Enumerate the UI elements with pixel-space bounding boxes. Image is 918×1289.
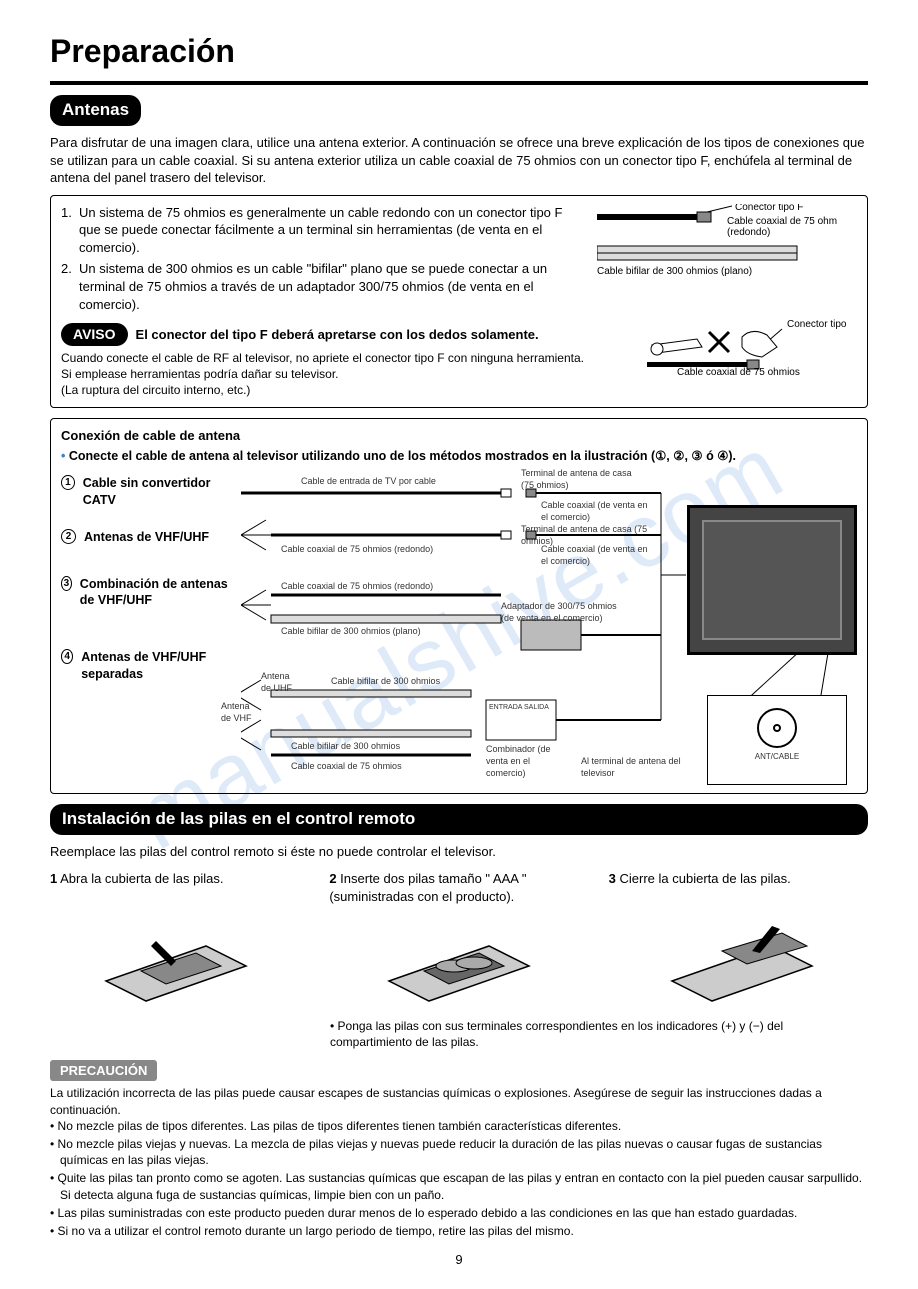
precaucion-b2: No mezcle pilas viejas y nuevas. La mezc… — [50, 1136, 868, 1168]
lbl-ant-vhf: Antenade VHF — [221, 700, 252, 724]
item2-text: Un sistema de 300 ohmios es un cable "bi… — [79, 260, 577, 313]
step3-num: 3 — [609, 871, 616, 886]
method1-num: 1 — [61, 475, 75, 490]
precaucion-label: PRECAUCIÓN — [50, 1060, 157, 1082]
precaucion-intro: La utilización incorrecta de las pilas p… — [50, 1085, 868, 1117]
antenas-box: 1. Un sistema de 75 ohmios es generalmen… — [50, 195, 868, 408]
lbl-combinador: Combinador (de venta en el comercio) — [486, 743, 566, 779]
aviso-label: AVISO — [61, 323, 128, 346]
note-text: Ponga las pilas con sus terminales corre… — [330, 1019, 783, 1049]
conexion-box: Conexión de cable de antena • Conecte el… — [50, 418, 868, 794]
step2-text: Inserte dos pilas tamaño " AAA " (sumini… — [329, 871, 526, 904]
conexion-title: Conexión de cable de antena — [61, 427, 857, 445]
lbl-coax-com2: Cable coaxial (de venta en el comercio) — [541, 543, 651, 567]
cable-diagram-icon: Conector tipo F Cable coaxial de 75 ohmi… — [597, 204, 837, 294]
lbl-bifilar-3: Cable bifilar de 300 ohmios — [291, 740, 400, 752]
section-heading-antenas: Antenas — [50, 95, 141, 126]
lbl-coax75-1: Cable coaxial de 75 ohmios (redondo) — [281, 543, 433, 555]
aviso-body1: Cuando conecte el cable de RF al televis… — [61, 350, 627, 366]
lbl-coax-com1: Cable coaxial (de venta en el comercio) — [541, 499, 651, 523]
lbl-coax75-3: Cable coaxial de 75 ohmios — [291, 760, 402, 772]
remote-step1-icon — [86, 921, 266, 1011]
step2-num: 2 — [329, 871, 336, 886]
note-bullet: • — [330, 1019, 338, 1033]
lbl-antcable: ANT/CABLE — [708, 752, 846, 763]
tv-illustration — [687, 505, 857, 655]
lbl-ant-uhf: Antenade UHF — [261, 670, 292, 694]
antenna-port-detail: ANT/CABLE — [707, 695, 847, 785]
precaucion-b1: No mezcle pilas de tipos diferentes. Las… — [50, 1118, 868, 1134]
precaucion-b5: Si no va a utilizar el control remoto du… — [50, 1223, 868, 1239]
section-heading-pilas: Instalación de las pilas en el control r… — [50, 804, 868, 835]
cable-illustrations: Conector tipo F Cable coaxial de 75 ohmi… — [597, 204, 857, 317]
lbl-entrada-salida: ENTRADA SALIDA — [489, 703, 549, 712]
title-rule — [50, 81, 868, 85]
aviso-body3: (La ruptura del circuito interno, etc.) — [61, 382, 627, 398]
precaucion-b4: Las pilas suministradas con este product… — [50, 1205, 868, 1221]
svg-text:Cable coaxial de 75 ohmios: Cable coaxial de 75 ohmios — [727, 216, 837, 227]
method3-num: 3 — [61, 576, 72, 591]
aviso-bold: El conector del tipo F deberá apretarse … — [136, 326, 539, 344]
lbl-bifilar-1: Cable bifilar de 300 ohmios (plano) — [281, 625, 421, 637]
remote-step3-icon — [652, 921, 832, 1011]
wrench-icon: Conector tipo F Cable coaxial de 75 ohmi… — [647, 317, 847, 377]
item2-num: 2. — [61, 260, 79, 313]
lbl-bifilar-2: Cable bifilar de 300 ohmios — [331, 675, 440, 687]
pilas-intro: Reemplace las pilas del control remoto s… — [50, 843, 868, 861]
method3-label: Combinación de antenas de VHF/UHF — [80, 576, 231, 610]
precaucion-b3: Quite las pilas tan pronto como se agote… — [50, 1170, 868, 1202]
step1-text: Abra la cubierta de las pilas. — [57, 871, 223, 886]
svg-text:(redondo): (redondo) — [727, 227, 770, 238]
item1-text: Un sistema de 75 ohmios es generalmente … — [79, 204, 577, 257]
svg-text:Conector tipo F: Conector tipo F — [787, 319, 847, 330]
page-number: 9 — [50, 1251, 868, 1269]
connection-diagram: Cable de entrada de TV por cable Termina… — [241, 475, 857, 785]
method4-num: 4 — [61, 649, 73, 664]
item1-num: 1. — [61, 204, 79, 257]
lbl-al-terminal: Al terminal de antena del televisor — [581, 755, 691, 779]
antenas-intro: Para disfrutar de una imagen clara, util… — [50, 134, 868, 187]
svg-text:Cable bifilar de 300 ohmios (p: Cable bifilar de 300 ohmios (plano) — [597, 266, 752, 277]
method2-label: Antenas de VHF/UHF — [84, 529, 209, 546]
page-title: Preparación — [50, 30, 868, 73]
method2-num: 2 — [61, 529, 76, 544]
svg-text:Cable coaxial de 75 ohmios: Cable coaxial de 75 ohmios — [677, 367, 800, 377]
lbl-adaptador: Adaptador de 300/75 ohmios (de venta en … — [501, 600, 631, 624]
conexion-bullet: • — [61, 449, 69, 463]
step3-text: Cierre la cubierta de las pilas. — [616, 871, 791, 886]
conexion-subtitle: Conecte el cable de antena al televisor … — [69, 449, 736, 463]
aviso-body2: Si emplease herramientas podría dañar su… — [61, 366, 627, 382]
method1-label: Cable sin convertidor CATV — [83, 475, 231, 509]
lbl-coax75-2: Cable coaxial de 75 ohmios (redondo) — [281, 580, 433, 592]
method4-label: Antenas de VHF/UHF separadas — [81, 649, 231, 683]
remote-step2-icon — [369, 921, 549, 1011]
svg-text:Conector tipo F: Conector tipo F — [735, 204, 803, 213]
